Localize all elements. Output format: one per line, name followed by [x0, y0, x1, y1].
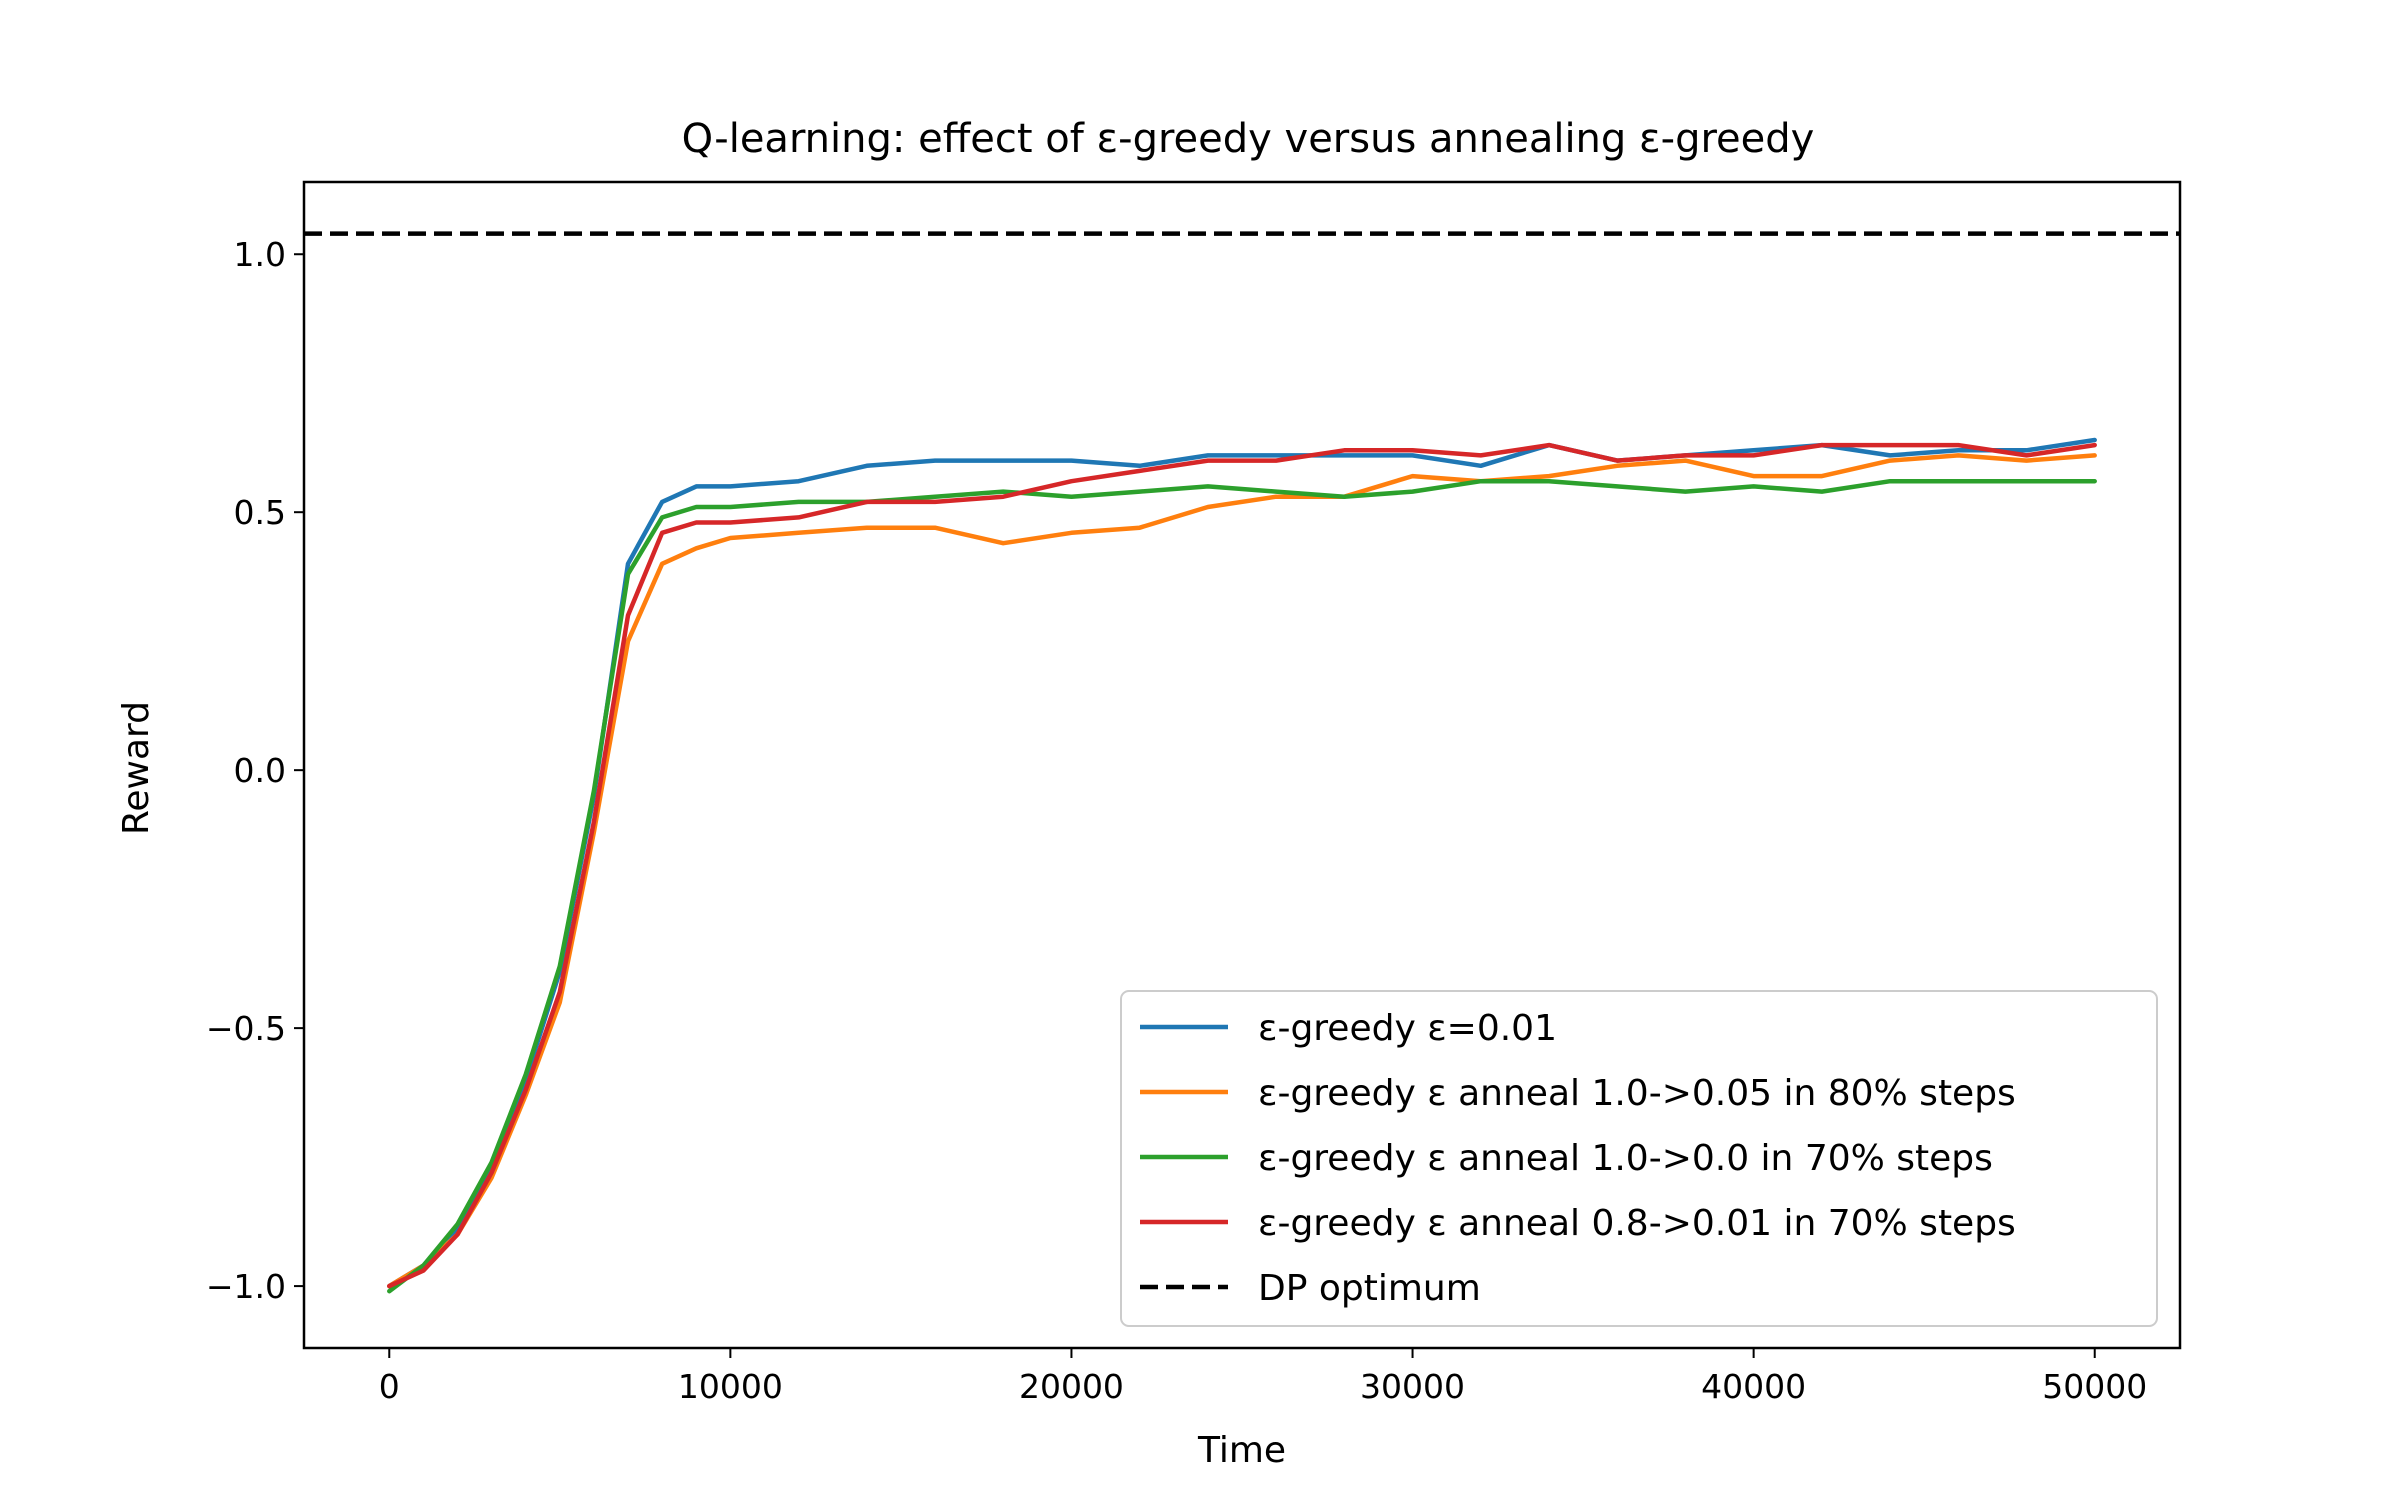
x-tick-label: 50000: [2042, 1367, 2147, 1406]
y-tick-label: −0.5: [206, 1009, 286, 1048]
chart-title: Q-learning: effect of ε-greedy versus an…: [682, 116, 1815, 162]
series-line-2: [387, 453, 2097, 1289]
legend-label: ε-greedy ε anneal 1.0->0.0 in 70% steps: [1258, 1138, 1993, 1179]
x-axis-label: Time: [1197, 1430, 1286, 1471]
y-tick-label: 0.0: [234, 751, 286, 790]
y-axis: −1.0 −0.5 0.0 0.5 1.0: [206, 235, 304, 1306]
y-tick-label: −1.0: [206, 1267, 286, 1306]
legend-label: DP optimum: [1258, 1268, 1481, 1309]
x-tick-label: 10000: [678, 1367, 783, 1406]
x-tick-label: 40000: [1701, 1367, 1806, 1406]
series-layer: [387, 437, 2097, 1294]
legend-label: ε-greedy ε anneal 1.0->0.05 in 80% steps: [1258, 1073, 2016, 1114]
plot-frame: [302, 180, 2182, 1350]
y-tick-label: 0.5: [234, 493, 286, 532]
x-tick-label: 30000: [1360, 1367, 1465, 1406]
legend-frame: [1120, 990, 2158, 1327]
y-tick-label: 1.0: [234, 235, 286, 274]
legend-label: ε-greedy ε anneal 0.8->0.01 in 70% steps: [1258, 1203, 2016, 1244]
x-axis: 0 10000 20000 30000 40000 50000: [379, 1348, 2147, 1406]
legend-label: ε-greedy ε=0.01: [1258, 1008, 1557, 1049]
series-line-4: [387, 442, 2097, 1289]
series-line-3: [387, 478, 2097, 1294]
y-axis-label: Reward: [116, 701, 157, 835]
legend: ε-greedy ε=0.01 ε-greedy ε anneal 1.0->0.…: [1120, 990, 2158, 1327]
x-tick-label: 20000: [1019, 1367, 1124, 1406]
x-tick-label: 0: [379, 1367, 400, 1406]
